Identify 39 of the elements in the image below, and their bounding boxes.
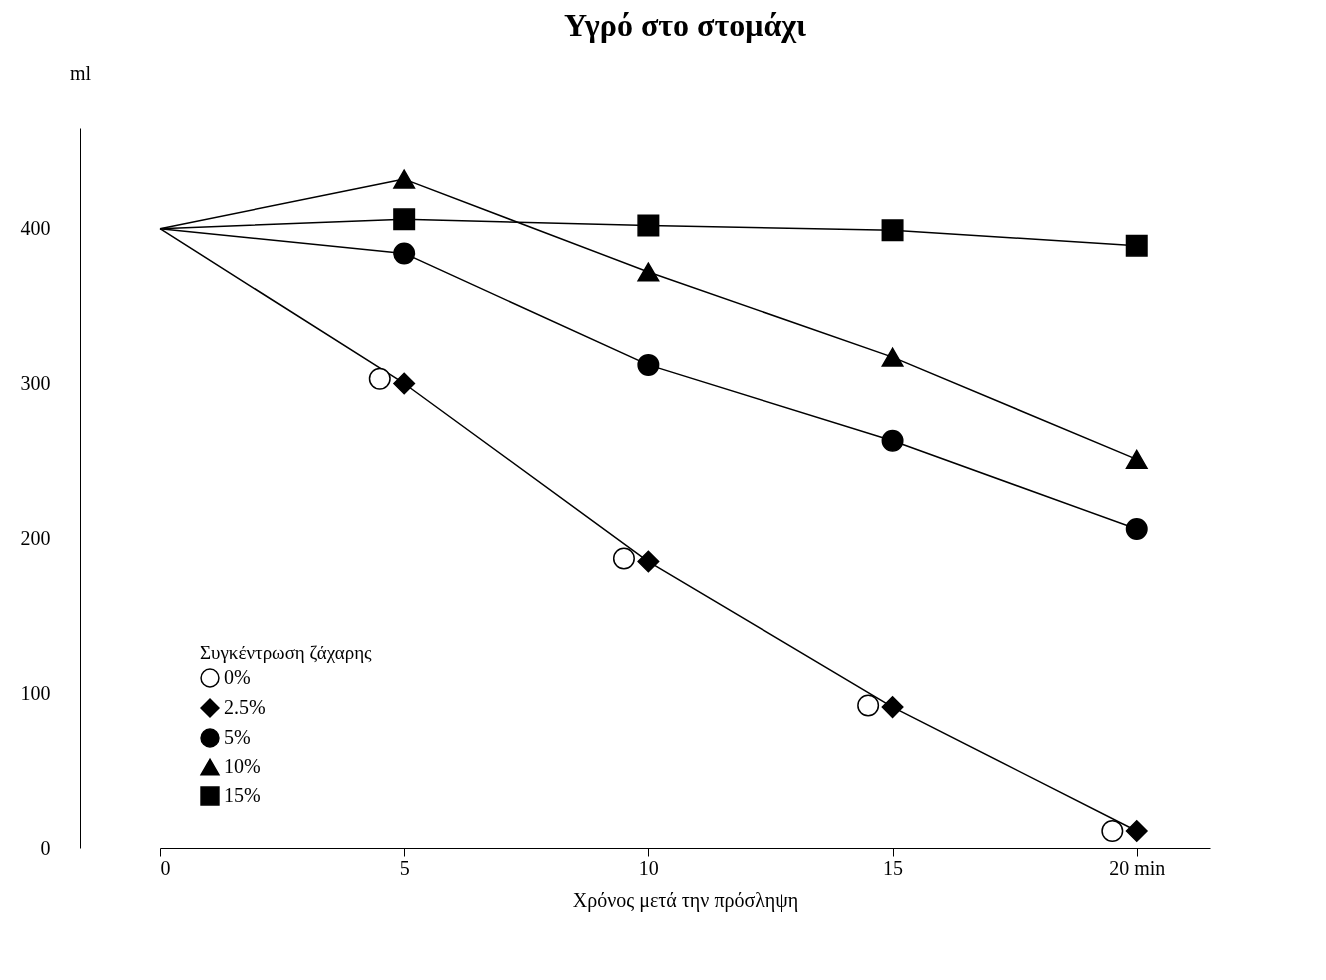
point (368, 367, 391, 390)
point (393, 169, 416, 189)
point (1125, 449, 1148, 469)
point (881, 347, 904, 367)
legend-label: 10% (224, 755, 261, 777)
x-tick-label: 20 min (1109, 856, 1166, 879)
point (881, 429, 904, 452)
point (857, 694, 880, 717)
point (637, 262, 660, 282)
point (393, 242, 416, 265)
x-axis-title: Χρόνος μετά την πρόσληψη (572, 888, 799, 912)
legend-title: Συγκέντρωση ζάχαρης (200, 642, 373, 663)
x-tick-label: 15 (883, 856, 904, 879)
point (637, 550, 660, 573)
x-tick-label: 5 (399, 856, 410, 879)
point (393, 208, 416, 231)
y-tick-label: 200 (20, 526, 51, 549)
point (1101, 819, 1124, 842)
x-tick-label: 0 (160, 856, 171, 879)
legend-label: 0% (224, 666, 251, 688)
x-tick-label: 10 (638, 856, 659, 879)
point (637, 353, 660, 376)
legend-label: 15% (224, 784, 261, 806)
point (393, 372, 416, 395)
legend-label: 2.5% (224, 696, 266, 718)
chart-title: Υγρό στο στομάχι (564, 7, 807, 43)
point (881, 696, 904, 719)
y-tick-label: 400 (20, 217, 51, 240)
y-axis-title: ml (69, 61, 92, 84)
y-tick-label: 0 (40, 836, 51, 859)
point (1125, 234, 1148, 257)
point (881, 219, 904, 242)
point (637, 214, 660, 237)
y-tick-label: 100 (20, 681, 51, 704)
point (1125, 518, 1148, 541)
y-tick-label: 300 (20, 371, 51, 394)
point (612, 547, 635, 570)
legend-label: 5% (224, 726, 251, 748)
point (1125, 819, 1148, 842)
